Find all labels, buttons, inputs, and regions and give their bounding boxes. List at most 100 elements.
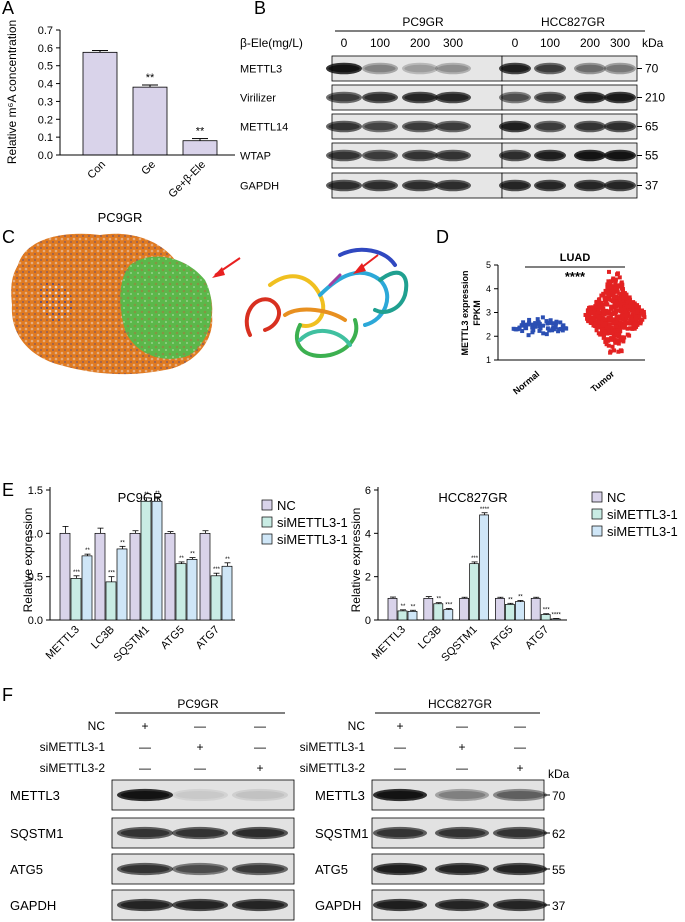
significance-label: ** [508,597,513,603]
data-point [625,332,630,337]
blot-band [232,788,288,802]
data-point [633,316,638,321]
data-point [590,305,595,310]
bar [221,565,233,621]
data-point [519,323,524,328]
condition-mark: — [456,761,468,775]
data-point [615,286,620,291]
y-tick-label: 0.2 [38,114,53,126]
kda-marker: 65 [645,120,659,134]
data-point [615,272,620,277]
blot-band [362,179,398,192]
blot-band [232,862,288,876]
significance-label: ** [144,492,149,498]
data-point [608,350,613,355]
data-point [599,293,604,298]
panel-f-blot: PC9GR HCC827GR NC NC + + — — — — siMETTL3-1 siMET… [10,697,570,921]
condition-mark: — [194,761,206,775]
data-point [607,317,612,322]
x-tick-label: SQSTM1 [111,624,151,664]
data-point [627,304,632,309]
blot-band [362,62,398,75]
x-tick-label: ATG5 [487,624,515,652]
data-point [637,314,642,319]
blot-band [604,179,636,192]
data-point [616,338,621,343]
blot-band [373,898,427,912]
data-point [602,329,607,334]
data-point [520,329,525,334]
panel-d-y-axis-unit: FPKM [472,300,482,326]
data-point [612,320,617,325]
condition-mark: — [514,719,526,733]
data-point [620,304,625,309]
bar [140,500,152,621]
data-point [588,310,593,315]
bar [530,597,541,621]
data-point [606,343,611,348]
data-point [523,322,528,327]
significance-label: ** [155,491,160,497]
data-point [635,322,640,327]
blot-band [493,826,547,840]
protein-label: SQSTM1 [315,826,368,841]
data-point [609,337,614,342]
blot-band [362,91,398,104]
dose-tick: 300 [443,36,463,50]
blot-band [534,179,566,192]
data-point [533,324,538,329]
blot-band [534,120,566,133]
data-point [635,310,640,315]
protein-label: METTL3 [240,64,282,76]
protein-label: WTAP [240,151,271,163]
panel-f-label: F [2,685,13,705]
legend-swatch [261,516,273,528]
blot-band [604,120,636,133]
data-point [601,316,606,321]
data-point [591,317,596,322]
blot-band [362,149,398,162]
data-point [547,328,552,333]
bar [515,601,525,621]
significance-label: *** [108,571,116,577]
group-label-pc9gr: PC9GR [177,697,219,711]
data-point [613,324,618,329]
blot-band [435,179,471,192]
data-point [619,307,624,312]
panel-a-y-axis-label: Relative m⁶A concentration [5,20,19,164]
bar [407,610,418,621]
blot-band [499,120,531,133]
data-point [609,279,614,284]
data-point [621,339,626,344]
data-point [600,323,605,328]
kda-marker: 55 [645,149,659,163]
data-point [609,293,614,298]
data-point [631,323,636,328]
panel-c-label: C [2,227,15,247]
blot-band [574,149,606,162]
data-point [621,317,626,322]
data-point [523,325,528,330]
data-point [544,319,549,324]
significance-label: ** [196,126,205,138]
blot-band [172,862,228,876]
legend-swatch [591,491,603,503]
significance-label: ** [225,557,230,563]
protein-label: GAPDH [315,898,361,913]
data-point [596,298,601,303]
y-tick-label: 3 [486,308,491,318]
dose-tick: 200 [580,36,600,50]
significance-label: ** [146,72,155,84]
data-point [536,320,541,325]
data-point [612,302,617,307]
data-point [619,286,624,291]
blot-band [534,62,566,75]
x-tick-normal: Normal [511,369,541,397]
data-point [606,293,611,298]
blot-band [574,179,606,192]
blot-band [604,62,636,75]
legend-swatch [261,499,273,511]
significance-label: ** [411,604,416,610]
condition-mark: + [196,740,203,754]
blot-band [326,62,362,75]
